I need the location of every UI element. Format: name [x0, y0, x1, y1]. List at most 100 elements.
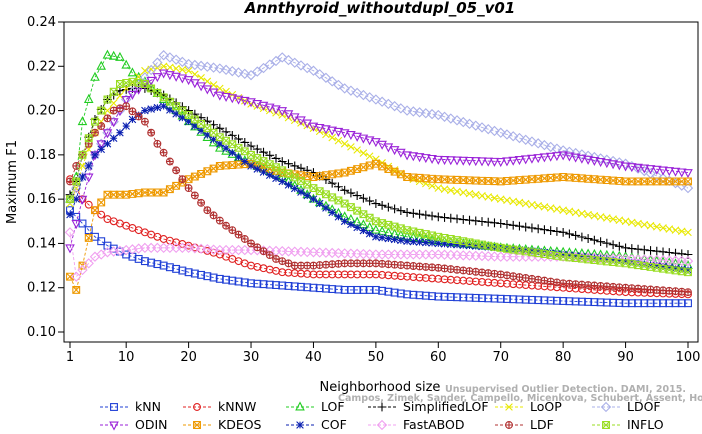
data-point-loop	[659, 224, 667, 232]
data-point-cof	[234, 153, 243, 161]
data-point-odin	[383, 143, 394, 153]
data-point-ldof	[495, 127, 506, 138]
data-point-cof	[578, 252, 586, 261]
data-point-inflo	[72, 177, 81, 186]
legend-marker-ldf	[505, 421, 513, 429]
data-point-kdeos	[334, 169, 343, 178]
data-point-simplifiedlof	[458, 215, 468, 224]
data-point-simplifiedlof	[415, 209, 424, 219]
y-tick-label: 0.16	[27, 192, 56, 207]
data-point-odin	[321, 125, 331, 135]
data-point-inflo	[84, 134, 93, 143]
data-point-odin	[77, 195, 88, 205]
data-point-odin	[215, 91, 225, 101]
data-point-cof	[422, 238, 430, 247]
data-point-odin	[239, 96, 250, 106]
data-point-ldof	[476, 122, 488, 133]
data-point-ldof	[152, 57, 163, 68]
data-point-inflo	[378, 219, 387, 228]
data-point-simplifiedlof	[277, 157, 287, 166]
data-point-odin	[346, 131, 356, 141]
data-point-kdeos	[84, 233, 93, 242]
legend-marker-kdeos	[193, 421, 201, 429]
data-point-knn	[147, 258, 156, 267]
data-point-ldof	[458, 116, 469, 128]
data-point-knnw	[84, 200, 93, 209]
data-point-knn	[190, 269, 199, 278]
data-point-loop	[684, 228, 692, 237]
data-point-knn	[346, 285, 355, 294]
data-point-simplifiedlof	[496, 219, 506, 228]
data-point-cof	[290, 184, 299, 193]
data-point-cof	[172, 110, 180, 118]
data-point-odin	[608, 160, 618, 170]
data-point-loop	[159, 62, 168, 71]
legend-label-ldf: LDF	[530, 417, 554, 432]
legend-marker-inflo	[602, 421, 610, 429]
data-point-knn	[303, 283, 312, 292]
data-point-cof	[141, 106, 149, 115]
data-point-odin	[408, 152, 419, 162]
data-point-ldof	[489, 125, 500, 137]
data-point-cof	[528, 247, 536, 255]
legend-marker-odin	[109, 421, 119, 431]
data-point-kdeos	[172, 181, 181, 190]
data-point-odin	[258, 101, 269, 111]
data-point-knn	[415, 291, 424, 300]
data-point-cof	[677, 265, 686, 273]
data-point-odin	[152, 73, 163, 83]
data-point-kdeos	[309, 173, 318, 181]
data-point-lof	[371, 224, 381, 234]
data-point-ldof	[483, 123, 494, 135]
data-point-loop	[353, 146, 361, 154]
data-point-cof	[397, 236, 405, 245]
data-point-simplifiedlof	[371, 199, 381, 208]
data-point-fastabod	[83, 258, 94, 269]
data-point-ldof	[426, 108, 438, 120]
data-point-loop	[646, 221, 655, 230]
data-point-loop	[484, 193, 493, 201]
data-point-fastabod	[64, 227, 76, 238]
data-point-knn	[684, 299, 692, 308]
y-tick-label: 0.24	[27, 15, 56, 30]
data-point-ldof	[351, 87, 363, 99]
data-point-simplifiedlof	[465, 215, 474, 225]
data-point-lof	[102, 49, 113, 59]
data-point-ldof	[71, 182, 82, 194]
data-point-simplifiedlof	[477, 217, 487, 226]
data-point-cof	[459, 241, 468, 249]
x-tick-label: 1	[66, 350, 74, 365]
data-point-knnw	[321, 270, 330, 279]
data-point-odin	[470, 157, 481, 167]
data-point-ldf	[496, 270, 505, 279]
data-point-odin	[533, 154, 543, 164]
data-point-simplifiedlof	[440, 213, 449, 222]
data-point-simplifiedlof	[284, 159, 293, 169]
data-point-inflo	[66, 195, 74, 204]
data-point-cof	[415, 238, 424, 246]
data-point-knn	[409, 290, 418, 299]
data-point-kdeos	[122, 190, 131, 199]
data-point-odin	[165, 71, 175, 81]
data-point-knn	[634, 299, 643, 308]
data-point-inflo	[390, 222, 399, 231]
data-point-odin	[208, 88, 219, 98]
data-point-loop	[109, 99, 118, 107]
data-point-knn	[428, 292, 437, 301]
data-point-loop	[440, 185, 449, 193]
data-point-ldf	[178, 175, 187, 184]
data-point-ldof	[83, 160, 94, 172]
data-point-loop	[565, 207, 574, 216]
data-point-kdeos	[209, 164, 218, 173]
data-point-ldf	[552, 278, 561, 287]
data-point-kdeos	[97, 198, 106, 207]
data-point-ldf	[72, 162, 81, 170]
data-point-cof	[596, 254, 605, 263]
data-point-ldof	[189, 59, 201, 71]
data-point-ldof	[408, 106, 419, 117]
legend-label-lof: LOF	[321, 399, 345, 414]
data-point-knn	[284, 281, 293, 290]
data-point-ldof	[589, 151, 600, 163]
data-point-odin	[433, 155, 444, 165]
data-point-loop	[453, 187, 461, 196]
